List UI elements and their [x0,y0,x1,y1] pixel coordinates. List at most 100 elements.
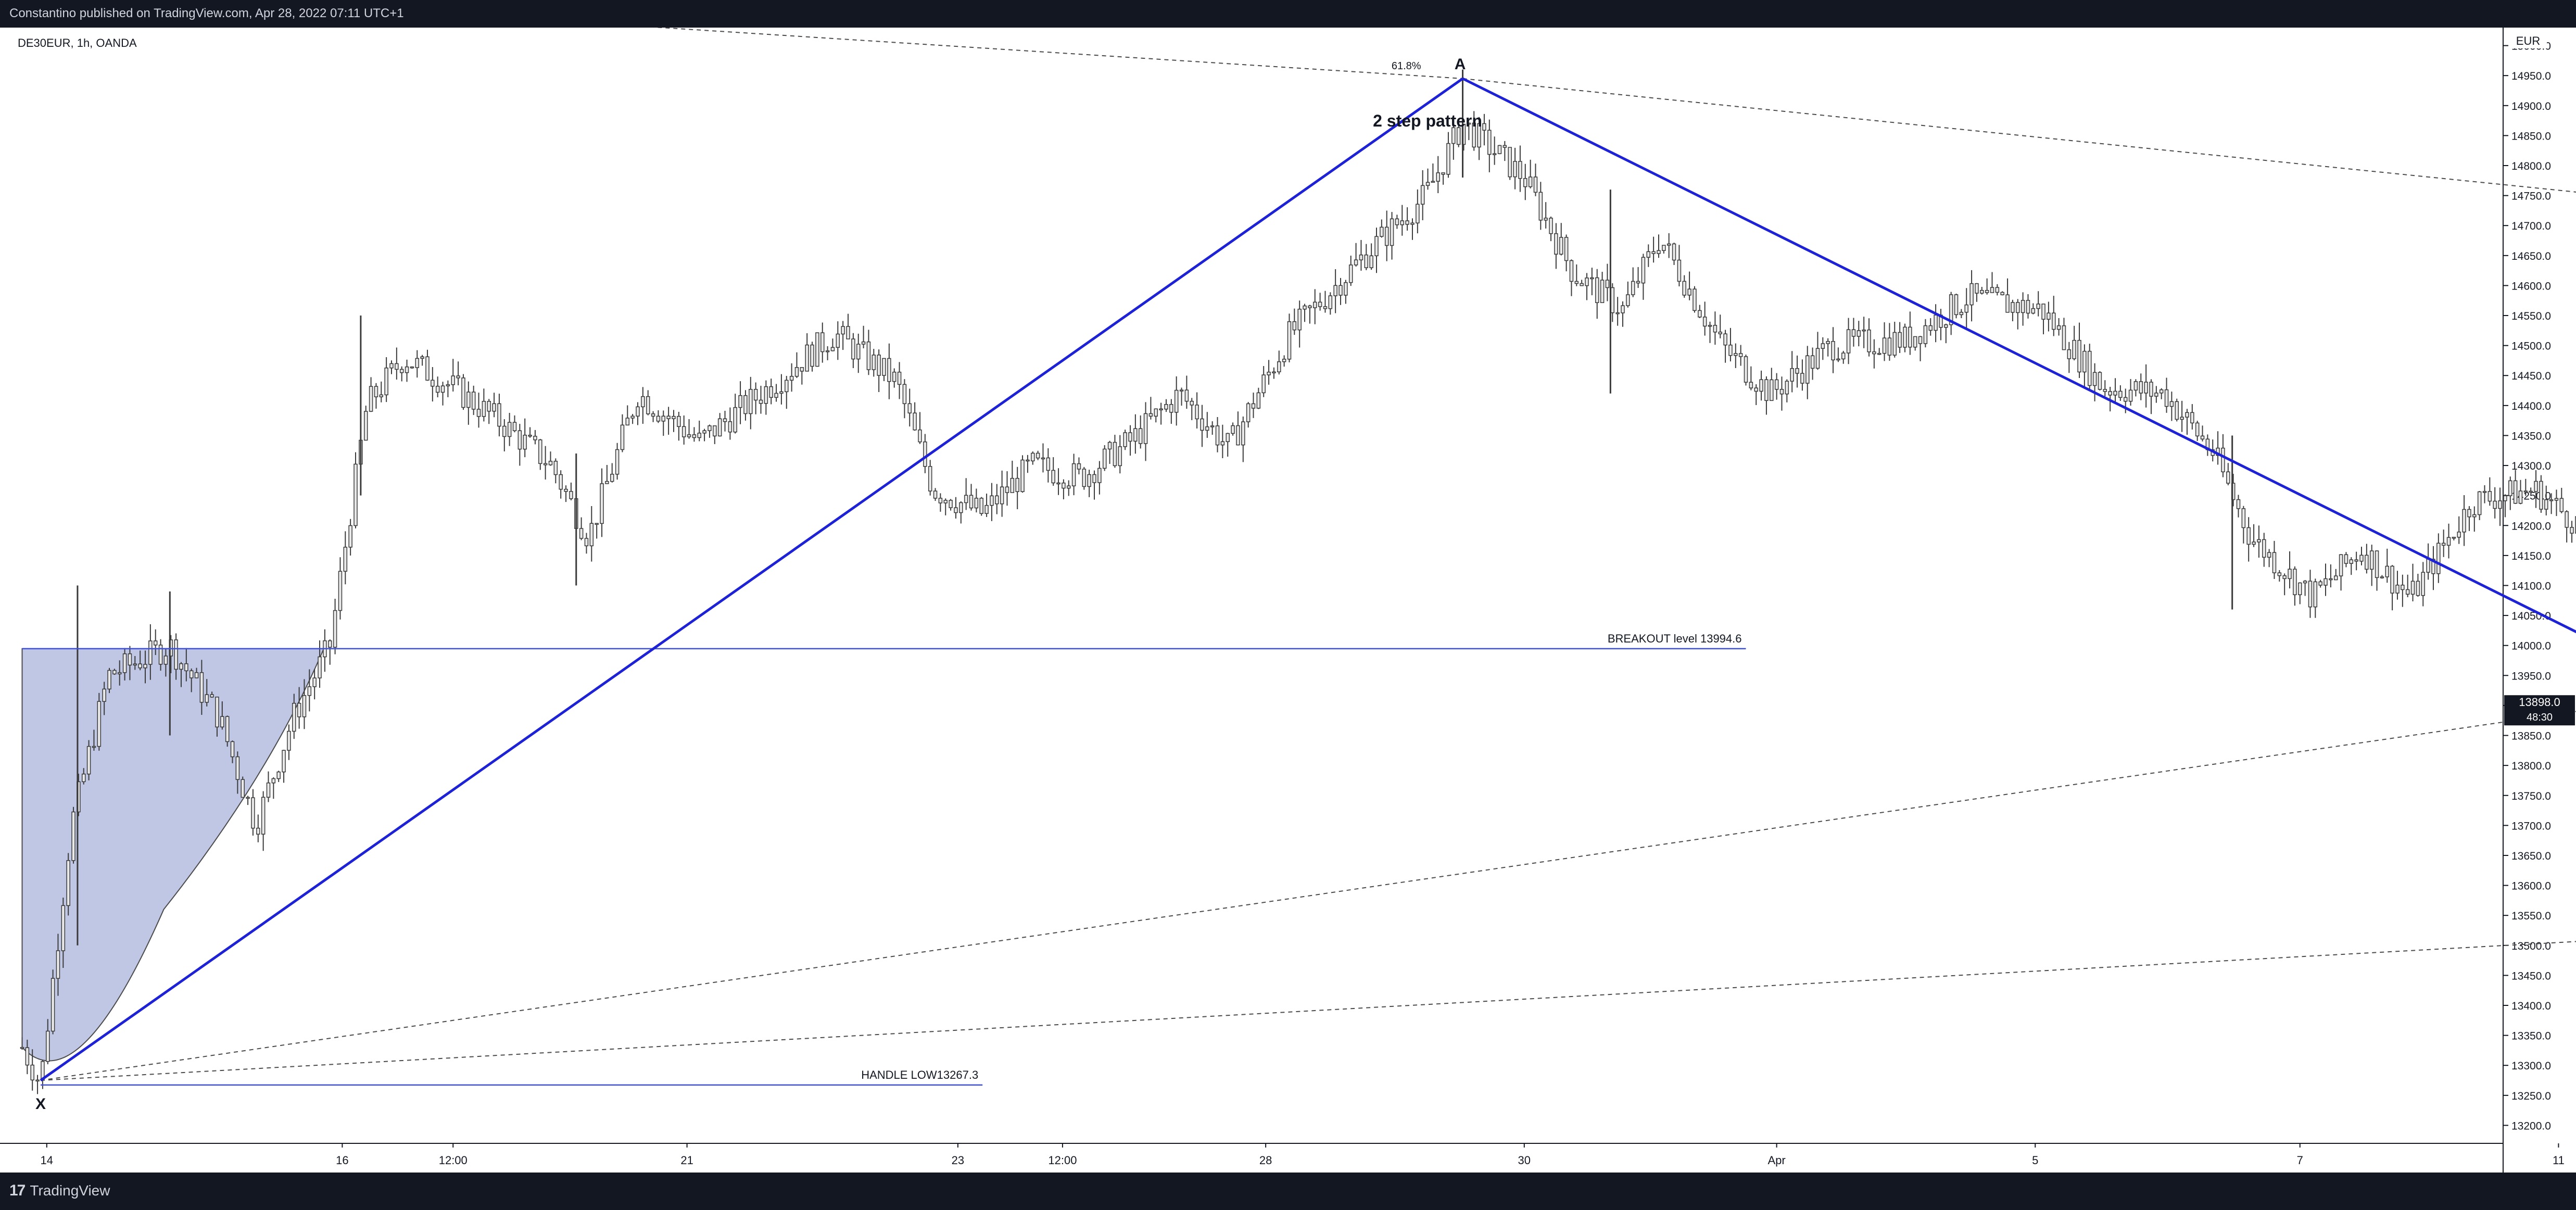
candle [502,425,507,437]
candle [2241,508,2246,528]
candle [810,344,814,367]
candle [974,498,979,509]
candle [199,672,204,703]
candle [1954,294,1959,316]
candle [1380,226,1384,237]
candle [641,396,645,408]
candle [2056,325,2061,330]
candle [512,422,517,431]
candle [785,380,789,393]
candle [1523,178,1527,187]
candle [1544,218,1548,221]
candle [2133,381,2138,391]
candle [1821,343,1825,349]
pattern-leg[interactable] [1462,77,2576,694]
candle [1564,237,1569,261]
tradingview-logo[interactable]: 17 TradingView [9,1182,110,1200]
candle [1969,283,1974,306]
candle [933,490,938,499]
candle [2200,435,2205,440]
candle [1928,325,1933,331]
candle [1790,368,1794,382]
candle [1015,477,1019,492]
candle [2462,509,2466,533]
candle [959,502,963,513]
candle [338,571,343,611]
candle [1477,123,1481,148]
candle [2477,491,2482,515]
candle [1046,457,1051,471]
candle [1698,310,1702,318]
candle [2252,541,2256,545]
candle [1975,283,1979,294]
candle [122,653,127,673]
candle [266,782,271,798]
candle [2262,539,2266,558]
candle [1734,353,1738,356]
candle [666,415,671,419]
candle [363,411,368,441]
candle [1666,243,1671,246]
candle [1169,404,1173,413]
candle [1723,333,1727,346]
candle [1005,486,1009,493]
y-tick-label: 14900.0 [2511,100,2551,112]
candle [1770,379,1774,401]
candle [769,386,773,398]
candle [302,695,307,717]
candle [2324,578,2328,586]
candle [1872,351,1876,355]
candle [1831,341,1835,361]
candle [97,701,102,747]
x-tick-label: 28 [1259,1154,1272,1167]
candle [497,403,501,427]
chart-area[interactable]: 13200.0 13250.0 13300.0 13350.0 13400.0 13450… [0,11,2576,1173]
candle [1031,452,1035,462]
y-tick-label: 14600.0 [2511,280,2551,292]
candle [2544,499,2548,510]
candle [990,495,994,506]
candle [600,483,604,524]
pattern-leg[interactable] [40,77,1463,1082]
candle [2503,495,2507,501]
candle [2329,578,2333,581]
fib-ratio-label: 61.8% [1392,60,1421,72]
candle [1107,442,1112,450]
candle [1764,379,1769,401]
candle [389,363,394,369]
candle [2041,304,2045,320]
candle [1836,358,1840,361]
candle [872,355,876,370]
candle [1487,130,1492,155]
price-chart[interactable]: 13200.0 13250.0 13300.0 13350.0 13400.0 13450… [0,11,2576,1173]
candle [435,386,440,393]
candle [1102,448,1107,469]
candle [2467,509,2471,518]
candle [2559,498,2564,512]
candle [2354,559,2358,562]
x-tick-label: 14 [41,1154,53,1167]
candle [825,350,830,352]
candle [815,332,819,367]
candle [1261,374,1266,394]
candle [117,672,122,675]
candle [1646,251,1651,258]
candle [820,332,825,352]
candle [877,355,881,376]
candle [2333,575,2338,581]
candle [1687,288,1691,296]
candle [220,716,224,728]
candle [2410,581,2415,595]
candle [1220,441,1225,446]
candle [1662,245,1666,251]
candle [1595,277,1599,304]
candle [1195,405,1199,420]
y-tick-label: 14500.0 [2511,341,2551,352]
candle [2390,565,2394,594]
candle [456,375,460,379]
candle [148,640,153,665]
candle [2067,349,2072,359]
candle [681,426,686,437]
candle [2416,581,2420,596]
candle [1759,379,1763,392]
